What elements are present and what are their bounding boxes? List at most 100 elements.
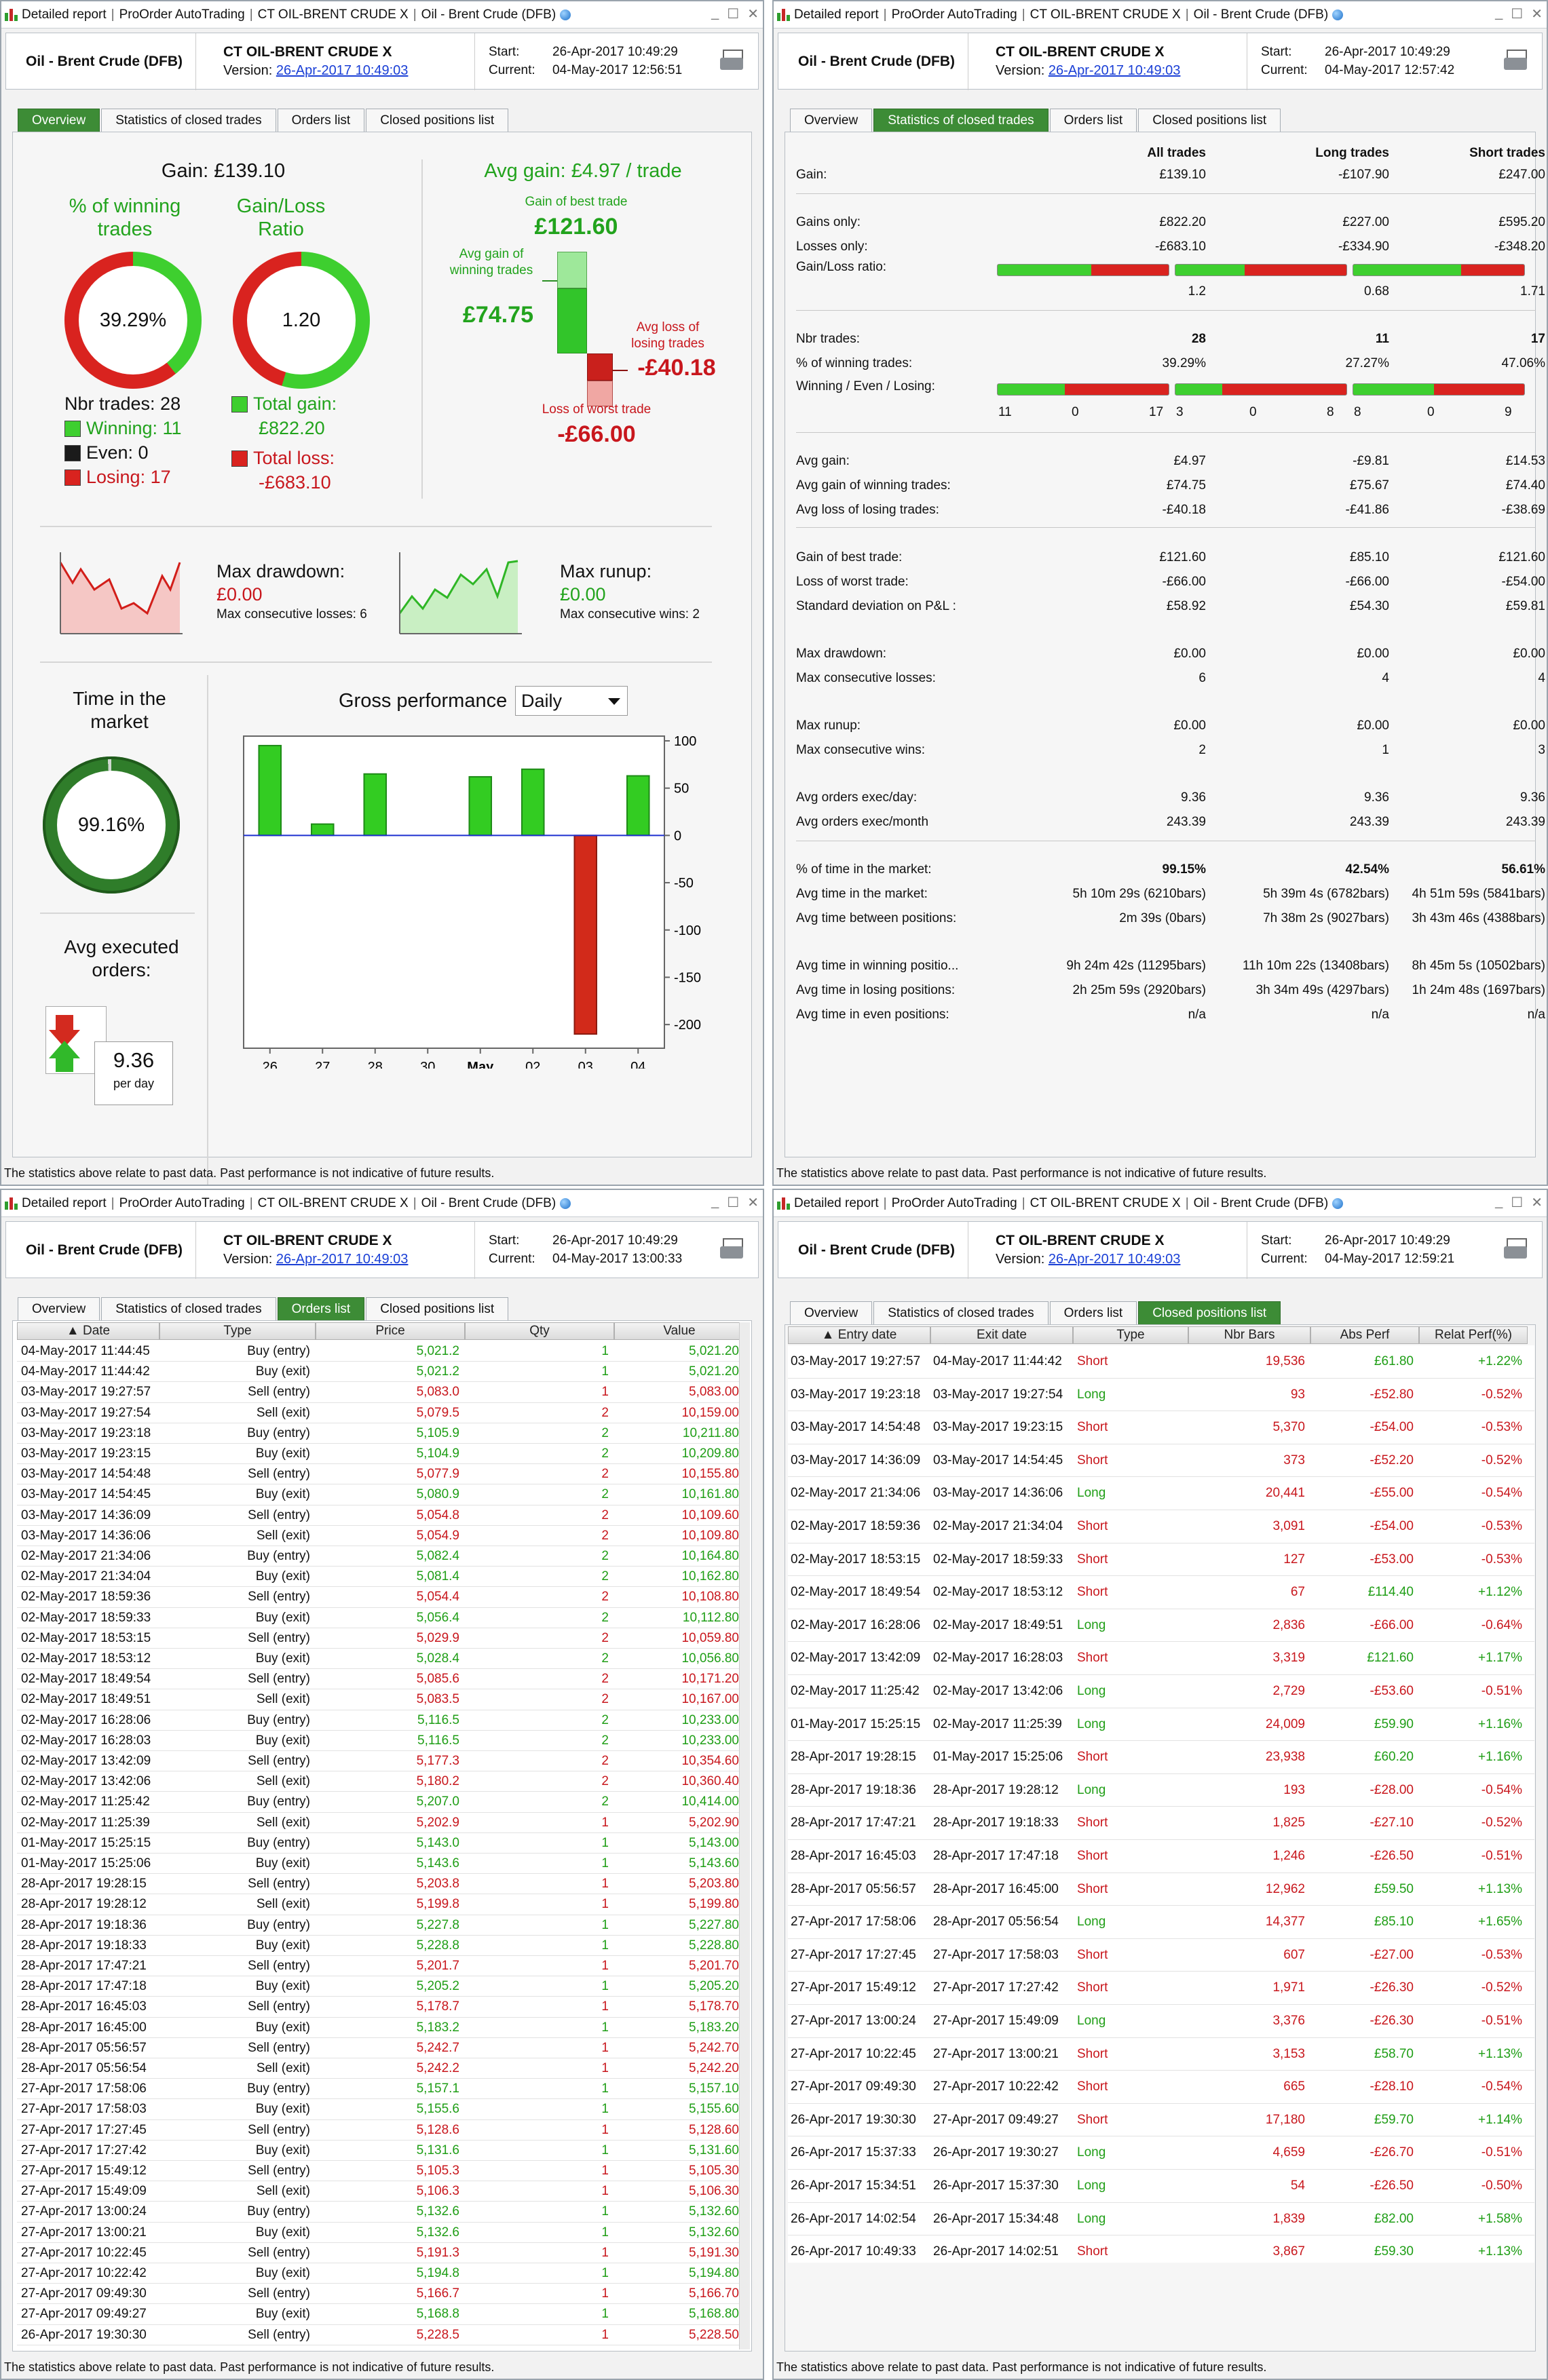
order-row[interactable]: 27-Apr-2017 17:27:45 Sell (entry) 5,128.6 1… [17,2120,744,2141]
order-row[interactable]: 28-Apr-2017 19:28:12 Sell (exit) 5,199.8 1 5… [17,1894,744,1915]
period-dropdown[interactable]: Daily [515,686,628,716]
order-row[interactable]: 27-Apr-2017 09:49:27 Buy (exit) 5,168.8 1 5,… [17,2304,744,2325]
tab-statistics[interactable]: Statistics of closed trades [873,1301,1049,1324]
order-row[interactable]: 27-Apr-2017 13:00:24 Buy (entry) 5,132.6 1 5… [17,2202,744,2223]
tab-orders[interactable]: Orders list [277,1297,365,1320]
closed-position-row[interactable]: 28-Apr-2017 05:56:57 28-Apr-2017 16:45:00… [788,1873,1534,1906]
tab-statistics[interactable]: Statistics of closed trades [873,109,1049,132]
version-link[interactable]: 26-Apr-2017 10:49:03 [276,63,409,78]
closed-position-row[interactable]: 27-Apr-2017 09:49:30 27-Apr-2017 10:22:42… [788,2071,1534,2104]
order-row[interactable]: 03-May-2017 19:27:54 Sell (exit) 5,079.5 2 1… [17,1403,744,1423]
closed-position-row[interactable]: 28-Apr-2017 19:18:36 28-Apr-2017 19:28:12… [788,1773,1534,1807]
order-row[interactable]: 27-Apr-2017 17:27:42 Buy (exit) 5,131.6 1 5,… [17,2141,744,2161]
order-row[interactable]: 01-May-2017 15:25:15 Buy (entry) 5,143.0 1 5… [17,1833,744,1854]
order-row[interactable]: 03-May-2017 19:23:15 Buy (exit) 5,104.9 2 10… [17,1444,744,1465]
closed-position-row[interactable]: 27-Apr-2017 13:00:24 27-Apr-2017 15:49:09… [788,2005,1534,2038]
order-row[interactable]: 03-May-2017 14:36:06 Sell (exit) 5,054.9 2 1… [17,1526,744,1546]
order-row[interactable]: 28-Apr-2017 16:45:03 Sell (entry) 5,178.7 1… [17,1997,744,2018]
tab-overview[interactable]: Overview [18,1297,100,1320]
closed-position-row[interactable]: 28-Apr-2017 19:28:15 01-May-2017 15:25:06… [788,1741,1534,1774]
order-row[interactable]: 28-Apr-2017 19:28:15 Sell (entry) 5,203.8 1… [17,1874,744,1895]
orders-col-date[interactable]: ▲ Date [17,1322,159,1340]
tab-overview[interactable]: Overview [18,109,100,132]
closed-position-row[interactable]: 02-May-2017 11:25:42 02-May-2017 13:42:06… [788,1675,1534,1708]
closed-position-row[interactable]: 02-May-2017 18:53:15 02-May-2017 18:59:33… [788,1543,1534,1577]
order-row[interactable]: 28-Apr-2017 05:56:57 Sell (entry) 5,242.7 1… [17,2038,744,2058]
order-row[interactable]: 02-May-2017 18:53:15 Sell (entry) 5,029.9 2… [17,1628,744,1649]
order-row[interactable]: 28-Apr-2017 05:56:54 Sell (exit) 5,242.2 1 5… [17,2058,744,2079]
order-row[interactable]: 02-May-2017 18:53:12 Buy (exit) 5,028.4 2 10… [17,1649,744,1670]
tab-orders[interactable]: Orders list [1049,1301,1137,1324]
order-row[interactable]: 27-Apr-2017 15:49:09 Sell (exit) 5,106.3 1 5… [17,2181,744,2202]
print-icon[interactable] [1504,50,1528,73]
order-row[interactable]: 02-May-2017 13:42:06 Sell (exit) 5,180.2 2 1… [17,1771,744,1792]
order-row[interactable]: 02-May-2017 16:28:03 Buy (exit) 5,116.5 2 10… [17,1731,744,1751]
order-row[interactable]: 26-Apr-2017 19:30:30 Sell (entry) 5,228.5 1… [17,2325,744,2345]
close-button[interactable]: ✕ [1531,1195,1543,1210]
minimize-button[interactable]: _ [711,5,719,20]
order-row[interactable]: 28-Apr-2017 17:47:21 Sell (entry) 5,201.7 1… [17,1956,744,1977]
version-link[interactable]: 26-Apr-2017 10:49:03 [1048,1252,1181,1267]
closed-position-row[interactable]: 03-May-2017 14:36:09 03-May-2017 14:54:45… [788,1444,1534,1478]
closed-col-2[interactable]: Type [1073,1326,1188,1344]
print-icon[interactable] [1504,1238,1528,1261]
close-button[interactable]: ✕ [1531,7,1543,22]
tab-closed-positions[interactable]: Closed positions list [366,109,509,132]
closed-col-1[interactable]: Exit date [930,1326,1073,1344]
tab-closed-positions[interactable]: Closed positions list [1138,1301,1281,1324]
order-row[interactable]: 04-May-2017 11:44:42 Buy (exit) 5,021.2 1 5,… [17,1362,744,1383]
closed-position-row[interactable]: 02-May-2017 18:49:54 02-May-2017 18:53:12… [788,1576,1534,1609]
minimize-button[interactable]: _ [711,1194,719,1209]
orders-scrollbar[interactable] [739,1322,750,2349]
minimize-button[interactable]: _ [1495,1194,1503,1209]
closed-col-4[interactable]: Abs Perf [1310,1326,1419,1344]
order-row[interactable]: 02-May-2017 21:34:06 Buy (entry) 5,082.4 2 1… [17,1546,744,1567]
close-button[interactable]: ✕ [747,1195,759,1210]
closed-position-row[interactable]: 28-Apr-2017 17:47:21 28-Apr-2017 19:18:33… [788,1807,1534,1840]
closed-col-5[interactable]: Relat Perf(%) [1419,1326,1528,1344]
tab-closed-positions[interactable]: Closed positions list [1138,109,1281,132]
order-row[interactable]: 27-Apr-2017 17:58:06 Buy (entry) 5,157.1 1 5… [17,2079,744,2100]
order-row[interactable]: 04-May-2017 11:44:45 Buy (entry) 5,021.2 1 5… [17,1341,744,1362]
tab-closed-positions[interactable]: Closed positions list [366,1297,509,1320]
order-row[interactable]: 28-Apr-2017 16:45:00 Buy (exit) 5,183.2 1 5,… [17,2018,744,2038]
order-row[interactable]: 02-May-2017 11:25:42 Buy (entry) 5,207.0 2 1… [17,1792,744,1813]
orders-col-qty[interactable]: Qty [465,1322,614,1340]
closed-position-row[interactable]: 27-Apr-2017 10:22:45 27-Apr-2017 13:00:21… [788,2037,1534,2071]
order-row[interactable]: 02-May-2017 16:28:06 Buy (entry) 5,116.5 2 1… [17,1710,744,1731]
order-row[interactable]: 03-May-2017 14:36:09 Sell (entry) 5,054.8 2… [17,1505,744,1526]
order-row[interactable]: 27-Apr-2017 09:49:30 Sell (entry) 5,166.7 1… [17,2284,744,2305]
closed-position-row[interactable]: 02-May-2017 18:59:36 02-May-2017 21:34:04… [788,1510,1534,1543]
version-link[interactable]: 26-Apr-2017 10:49:03 [1048,63,1181,78]
print-icon[interactable] [720,1238,744,1261]
tab-orders[interactable]: Orders list [1049,109,1137,132]
orders-col-type[interactable]: Type [159,1322,316,1340]
order-row[interactable]: 27-Apr-2017 10:22:42 Buy (exit) 5,194.8 1 5,… [17,2263,744,2284]
order-row[interactable]: 27-Apr-2017 15:49:12 Sell (entry) 5,105.3 1… [17,2161,744,2182]
maximize-button[interactable]: ☐ [727,1195,740,1210]
closed-position-row[interactable]: 02-May-2017 21:34:06 03-May-2017 14:36:06… [788,1477,1534,1510]
closed-position-row[interactable]: 26-Apr-2017 10:49:33 26-Apr-2017 14:02:51… [788,2235,1534,2263]
closed-position-row[interactable]: 01-May-2017 15:25:15 02-May-2017 11:25:39… [788,1708,1534,1742]
order-row[interactable]: 27-Apr-2017 13:00:21 Buy (exit) 5,132.6 1 5,… [17,2223,744,2243]
closed-position-row[interactable]: 03-May-2017 19:23:18 03-May-2017 19:27:54… [788,1378,1534,1412]
closed-position-row[interactable]: 27-Apr-2017 17:58:06 28-Apr-2017 05:56:54… [788,1906,1534,1939]
closed-position-row[interactable]: 27-Apr-2017 15:49:12 27-Apr-2017 17:27:42… [788,1972,1534,2005]
order-row[interactable]: 02-May-2017 13:42:09 Sell (entry) 5,177.3 2… [17,1751,744,1772]
order-row[interactable]: 28-Apr-2017 19:18:33 Buy (exit) 5,228.8 1 5,… [17,1936,744,1956]
order-row[interactable]: 28-Apr-2017 19:18:36 Buy (entry) 5,227.8 1 5… [17,1915,744,1936]
maximize-button[interactable]: ☐ [727,7,740,22]
order-row[interactable]: 03-May-2017 14:54:45 Buy (exit) 5,080.9 2 10… [17,1484,744,1505]
order-row[interactable]: 27-Apr-2017 17:58:03 Buy (exit) 5,155.6 1 5,… [17,2099,744,2120]
order-row[interactable]: 03-May-2017 19:23:18 Buy (entry) 5,105.9 2 1… [17,1423,744,1444]
tab-overview[interactable]: Overview [790,109,873,132]
closed-position-row[interactable]: 26-Apr-2017 15:37:33 26-Apr-2017 19:30:27… [788,2136,1534,2170]
tab-statistics[interactable]: Statistics of closed trades [101,109,276,132]
closed-position-row[interactable]: 28-Apr-2017 16:45:03 28-Apr-2017 17:47:18… [788,1840,1534,1873]
order-row[interactable]: 02-May-2017 18:49:51 Sell (exit) 5,083.5 2 1… [17,1689,744,1710]
closed-col-0[interactable]: ▲ Entry date [788,1326,930,1344]
maximize-button[interactable]: ☐ [1511,1195,1524,1210]
closed-position-row[interactable]: 26-Apr-2017 14:02:54 26-Apr-2017 15:34:48… [788,2202,1534,2236]
tab-statistics[interactable]: Statistics of closed trades [101,1297,276,1320]
closed-position-row[interactable]: 26-Apr-2017 15:34:51 26-Apr-2017 15:37:30… [788,2170,1534,2203]
